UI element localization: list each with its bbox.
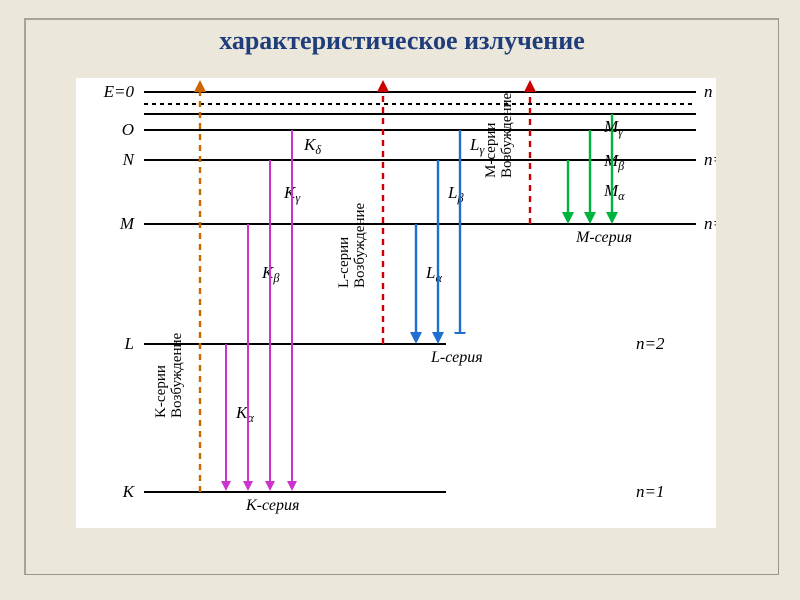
- svg-text:n→∞: n→∞: [704, 82, 716, 101]
- energy-diagram: E=0n→∞ONn=4Mn=3Ln=2Kn=1ВозбуждениеK-сери…: [76, 78, 716, 528]
- svg-text:n=1: n=1: [636, 482, 664, 501]
- svg-text:Kα: Kα: [235, 403, 254, 425]
- svg-text:K: K: [122, 482, 136, 501]
- svg-text:Возбуждение: Возбуждение: [169, 332, 185, 418]
- slide: характеристическое излучение E=0 n→∞ ONn=4…: [0, 0, 800, 600]
- K-series-label: K-серия: [245, 497, 299, 514]
- svg-text:L: L: [124, 334, 134, 353]
- svg-text:E=0: E=0: [103, 82, 135, 101]
- svg-text:Lβ: Lβ: [447, 183, 464, 205]
- svg-text:Возбуждение: Возбуждение: [499, 92, 515, 178]
- svg-text:M: M: [119, 214, 135, 233]
- svg-text:Mγ: Mγ: [603, 117, 624, 139]
- svg-text:n=4: n=4: [704, 150, 716, 169]
- svg-text:Mβ: Mβ: [603, 151, 625, 173]
- slide-frame: характеристическое излучение E=0 n→∞ ONn=4…: [24, 18, 779, 575]
- svg-text:O: O: [122, 120, 134, 139]
- svg-text:M-серии: M-серии: [483, 123, 499, 178]
- page-title: характеристическое излучение: [26, 26, 778, 56]
- svg-text:K-серии: K-серии: [153, 365, 169, 418]
- M-series-label: M-серия: [575, 229, 632, 246]
- diagram-svg: E=0n→∞ONn=4Mn=3Ln=2Kn=1ВозбуждениеK-сери…: [76, 78, 716, 528]
- svg-text:N: N: [122, 150, 136, 169]
- svg-text:n=2: n=2: [636, 334, 665, 353]
- svg-text:Lα: Lα: [425, 263, 442, 285]
- svg-text:Kδ: Kδ: [303, 135, 321, 157]
- svg-text:Возбуждение: Возбуждение: [352, 202, 368, 288]
- svg-text:L-серии: L-серии: [336, 237, 352, 288]
- svg-text:Mα: Mα: [603, 181, 625, 203]
- svg-text:n=3: n=3: [704, 214, 716, 233]
